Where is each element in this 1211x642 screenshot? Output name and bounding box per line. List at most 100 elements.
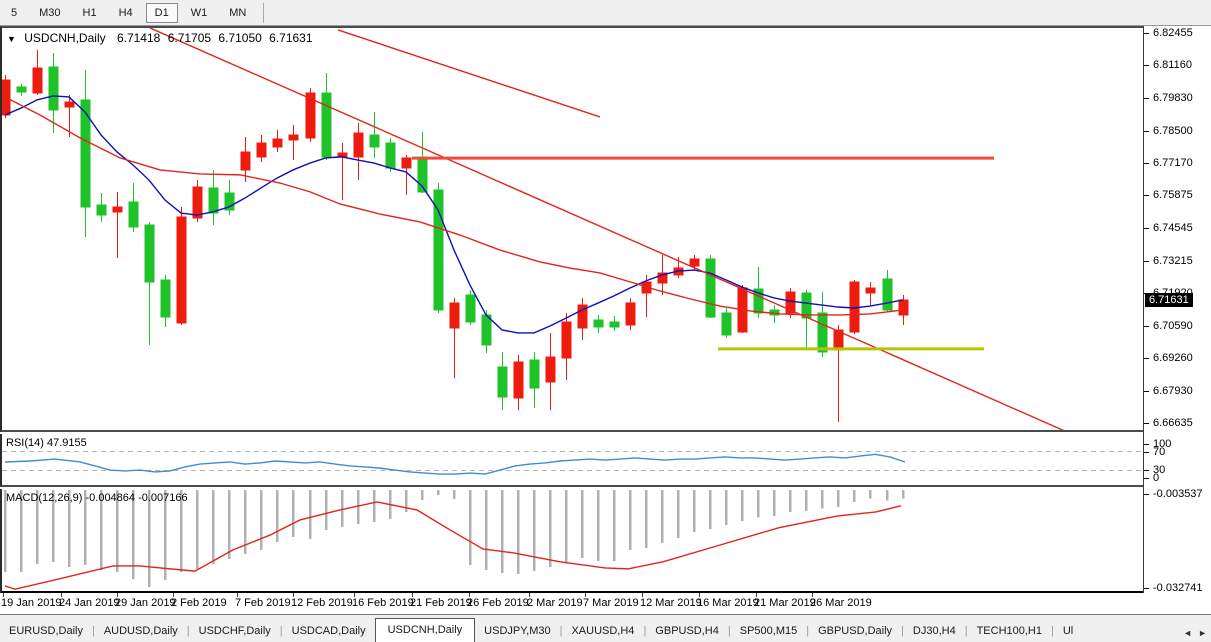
axis-tick [1144,452,1149,453]
date-tick [469,593,470,597]
date-tick [3,593,4,597]
macd-axis-label: -0.032741 [1153,582,1203,594]
chart-tab-usdcnh[interactable]: USDCNH,Daily [374,618,476,642]
axis-tick [1144,228,1149,229]
date-label: 24 Jan 2019 [59,597,120,609]
price-axis-label: 6.78500 [1153,124,1193,137]
tab-scroll-left-icon[interactable]: ◄ [1183,628,1193,638]
macd-label: MACD(12,26,9) -0.004864 -0.007166 [6,492,188,504]
timeframe-button-5[interactable]: 5 [11,6,18,19]
chart-tab-usdjpy[interactable]: USDJPY,M30 [484,625,551,637]
date-label: 21 Mar 2019 [754,597,816,609]
chart-symbol-label: USDCNH,Daily [24,31,106,45]
date-tick [61,593,62,597]
price-axis-label: 6.82455 [1153,27,1193,39]
date-label: 26 Mar 2019 [810,597,872,609]
axis-tick [1144,195,1149,197]
date-tick [173,593,174,597]
timeframe-button-w1[interactable]: W1 [190,6,208,19]
chart-tab-ul[interactable]: Ul [1062,625,1074,637]
timeframe-button-d1[interactable]: D1 [145,2,178,23]
axis-tick [1144,97,1149,99]
date-label: 12 Feb 2019 [291,597,353,609]
date-label: 26 Feb 2019 [467,597,529,609]
date-tick [812,593,813,597]
rsi-indicator-panel[interactable] [0,434,1143,487]
collapse-triangle-icon[interactable]: ▼ [7,34,16,44]
price-axis-label: 6.79830 [1153,91,1193,104]
rsi-axis-label: 70 [1153,446,1166,458]
timeframe-button-m30[interactable]: M30 [39,6,61,19]
date-tick [529,593,530,597]
chart-title: ▼ USDCNH,Daily 6.71418 6.71705 6.71050 6… [7,31,313,45]
price-axis-label: 6.81160 [1153,58,1192,71]
tab-separator: | [964,625,968,637]
timeframe-button-h1[interactable]: H1 [82,6,97,19]
chart-tab-gbpusd[interactable]: GBPUSD,H4 [655,625,719,637]
axis-tick [1144,588,1149,589]
timeframe-toolbar: 5 M30 H1 H4 D1 W1 MN [0,0,1211,26]
price-axis-label: 6.74545 [1153,222,1193,234]
tab-separator: | [559,625,563,637]
chart-close-value: 6.71631 [269,31,313,45]
date-tick [237,593,238,597]
macd-indicator-panel[interactable] [0,489,1143,593]
price-axis-label: 6.67930 [1153,385,1193,398]
tab-separator: | [186,625,190,637]
axis-tick [1144,33,1149,34]
time-axis: 19 Jan 2019 24 Jan 2019 29 Jan 2019 2 Feb 2… [0,593,1211,614]
tab-scroll-right-icon[interactable]: ► [1198,628,1207,638]
tab-separator: | [1050,625,1054,637]
chart-tab-xauusd[interactable]: XAUUSD,H4 [571,625,635,637]
price-axis-label: 6.70590 [1153,319,1193,332]
price-chart-panel[interactable] [0,26,1143,432]
rsi-axis-label: 0 [1153,472,1160,484]
chart-tab-tech100[interactable]: TECH100,H1 [976,625,1042,637]
price-axis: 6.82455 6.81160 6.79830 6.78500 6.77170 6.758… [1143,26,1211,594]
date-label: 7 Feb 2019 [235,597,291,609]
date-label: 2 Feb 2019 [171,597,227,609]
date-tick [756,593,757,597]
timeframe-button-mn[interactable]: MN [229,6,247,19]
macd-axis-label: -0.003537 [1153,488,1203,500]
date-label: 21 Feb 2019 [410,597,472,609]
rsi-axis-label: 30 [1153,464,1166,476]
chart-tab-eurusd[interactable]: EURUSD,Daily [9,625,83,637]
axis-tick [1144,260,1149,262]
tab-separator: | [643,625,647,637]
rsi-label: RSI(14) 47.9155 [6,437,87,449]
axis-tick [1144,358,1149,360]
chart-tab-dj30[interactable]: DJ30,H4 [912,625,956,637]
date-tick [293,593,294,597]
chart-tab-audusd[interactable]: AUDUSD,Daily [103,625,178,637]
chart-open-value: 6.71418 [116,31,161,45]
tab-separator: | [806,625,810,637]
chart-tab-gbpusd[interactable]: GBPUSD,Daily [818,625,893,637]
tab-separator: | [727,625,731,637]
axis-tick [1144,391,1149,393]
rsi-axis-label: 100 [1153,438,1172,450]
chart-tab-usdcad[interactable]: USDCAD,Daily [291,625,366,637]
axis-tick [1144,478,1149,479]
axis-tick [1144,64,1149,66]
price-axis-label: 6.77170 [1153,157,1193,170]
price-axis-label: 6.66635 [1153,417,1193,429]
date-tick [699,593,700,597]
axis-tick [1144,470,1149,471]
axis-tick [1144,444,1149,445]
date-label: 12 Mar 2019 [640,597,702,609]
axis-tick [1144,423,1149,424]
tab-separator: | [901,625,904,637]
date-label: 19 Jan 2019 [1,597,62,609]
timeframe-button-h4[interactable]: H4 [118,6,133,19]
date-tick [585,593,586,597]
chart-low-value: 6.71050 [218,31,262,45]
date-label: 16 Mar 2019 [697,597,759,609]
chart-tab-sp500[interactable]: SP500,M15 [739,625,798,637]
tab-separator: | [91,625,95,637]
chart-tab-usdchf[interactable]: USDCHF,Daily [198,625,271,637]
chart-tabs-bar: EURUSD,Daily | AUDUSD,Daily | USDCHF,Daily | U… [0,614,1211,642]
tab-separator: | [279,625,283,637]
axis-tick [1144,163,1149,165]
